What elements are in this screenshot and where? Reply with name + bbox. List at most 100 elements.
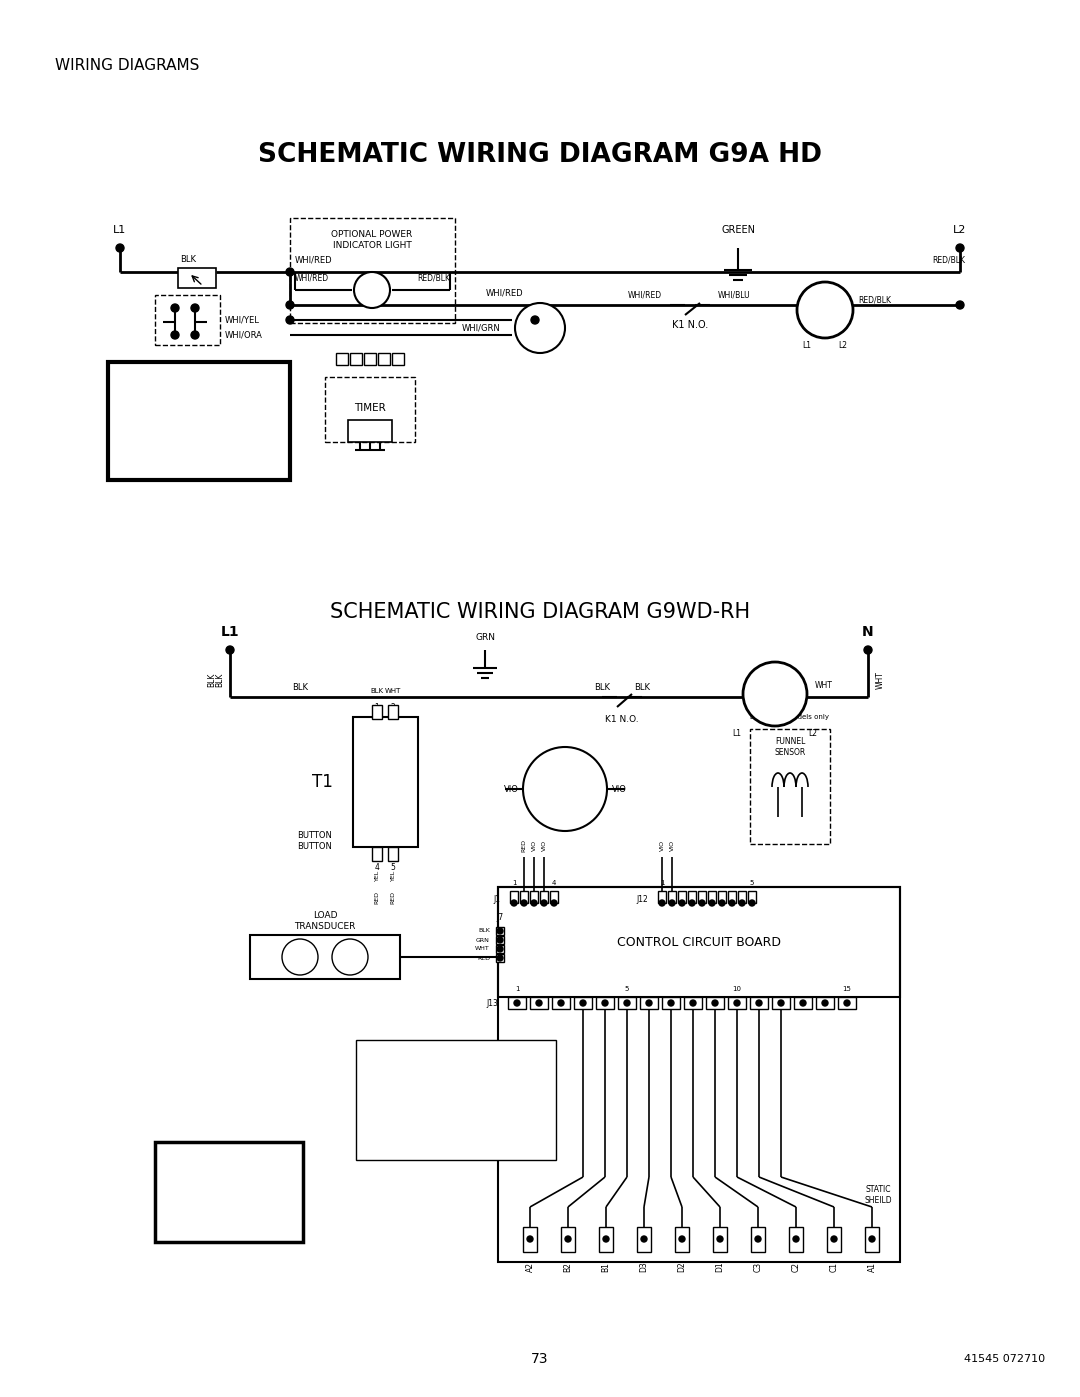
Text: WIRING DIAGRAMS: WIRING DIAGRAMS	[55, 57, 200, 73]
Bar	[496, 954, 504, 963]
Circle shape	[541, 900, 546, 907]
Text: WHI/RED: WHI/RED	[295, 256, 333, 264]
Text: T1: T1	[312, 773, 333, 791]
Circle shape	[624, 1000, 630, 1006]
Text: GREEN: GREEN	[721, 225, 755, 235]
Bar	[364, 353, 376, 365]
Bar	[372, 847, 382, 861]
Text: RED: RED	[522, 838, 527, 852]
Text: CONTROL CIRCUIT BOARD: CONTROL CIRCUIT BOARD	[617, 936, 781, 949]
Circle shape	[332, 939, 368, 975]
Circle shape	[603, 1236, 609, 1242]
Text: J12: J12	[636, 894, 648, 904]
Bar	[561, 1227, 575, 1252]
Text: A2: A2	[526, 1261, 535, 1273]
Circle shape	[514, 1000, 519, 1006]
Text: 1: 1	[660, 880, 664, 886]
Circle shape	[717, 1236, 723, 1242]
Text: B1    HIDDEN BUTTON "LEFT": B1 HIDDEN BUTTON "LEFT"	[361, 1070, 453, 1074]
Circle shape	[497, 956, 503, 961]
Circle shape	[679, 900, 685, 907]
Bar	[336, 353, 348, 365]
Bar	[498, 887, 900, 1261]
Circle shape	[497, 946, 503, 951]
Text: BrewWISE Models only: BrewWISE Models only	[751, 714, 829, 719]
Circle shape	[565, 1236, 571, 1242]
Bar	[794, 997, 812, 1009]
Bar	[498, 887, 900, 997]
Text: A1: A1	[867, 1261, 877, 1273]
Bar	[728, 997, 746, 1009]
Text: BLK: BLK	[594, 683, 610, 692]
Text: 2: 2	[353, 355, 359, 363]
Text: BLK: BLK	[634, 683, 650, 692]
Circle shape	[712, 1000, 718, 1006]
Circle shape	[729, 900, 735, 907]
Text: L1: L1	[220, 624, 240, 638]
Bar	[637, 1227, 651, 1252]
Bar	[684, 997, 702, 1009]
Text: LOAD
TRANSDUCER: LOAD TRANSDUCER	[295, 911, 355, 930]
Text: WHT: WHT	[815, 682, 833, 690]
Bar	[350, 353, 362, 365]
Text: RED/BLK: RED/BLK	[417, 274, 450, 282]
Bar	[392, 353, 404, 365]
Bar	[751, 1227, 765, 1252]
Bar	[728, 891, 735, 902]
Bar	[156, 295, 220, 345]
Text: BLK: BLK	[207, 673, 216, 687]
Text: VIO: VIO	[611, 785, 626, 793]
Bar	[156, 1141, 303, 1242]
Circle shape	[286, 300, 294, 309]
Bar	[519, 891, 528, 902]
Text: K1 N.O.: K1 N.O.	[605, 714, 638, 724]
Text: RED: RED	[375, 890, 379, 904]
Bar	[508, 997, 526, 1009]
Text: VIO: VIO	[503, 785, 518, 793]
Circle shape	[864, 645, 872, 654]
Text: LINE: LINE	[377, 747, 393, 757]
Text: A2    STOP: A2 STOP	[361, 1059, 393, 1063]
Circle shape	[551, 900, 557, 907]
Text: BLK: BLK	[292, 683, 308, 692]
Text: GRN: GRN	[475, 633, 495, 643]
Circle shape	[669, 900, 675, 907]
Text: D1    "DIGITAL" LEFT HIDDEN BUTTON: D1 "DIGITAL" LEFT HIDDEN BUTTON	[361, 1125, 481, 1130]
Text: K1 N.O.: K1 N.O.	[672, 320, 708, 330]
Circle shape	[191, 331, 199, 339]
Circle shape	[800, 1000, 806, 1006]
Bar	[675, 1227, 689, 1252]
Circle shape	[558, 1000, 564, 1006]
Bar	[669, 891, 676, 902]
Bar	[827, 1227, 841, 1252]
Bar	[838, 997, 856, 1009]
Circle shape	[521, 900, 527, 907]
Text: YEL: YEL	[375, 869, 379, 880]
Bar	[353, 717, 418, 847]
Text: D2: D2	[677, 1261, 687, 1273]
Circle shape	[527, 1236, 534, 1242]
Bar	[789, 1227, 804, 1252]
Circle shape	[171, 331, 179, 339]
Bar	[178, 268, 216, 288]
Text: VIO: VIO	[531, 840, 537, 851]
Circle shape	[689, 900, 696, 907]
Bar	[523, 1227, 537, 1252]
Text: WHT: WHT	[876, 671, 885, 689]
Text: M: M	[764, 685, 786, 704]
Bar	[573, 997, 592, 1009]
Text: GRN: GRN	[476, 937, 490, 943]
Bar	[552, 997, 570, 1009]
Text: RED/BLK: RED/BLK	[932, 256, 966, 264]
Circle shape	[843, 1000, 850, 1006]
Bar	[738, 891, 746, 902]
Circle shape	[511, 900, 517, 907]
Text: WHT: WHT	[475, 947, 490, 951]
Text: 5: 5	[625, 986, 630, 992]
Circle shape	[719, 900, 725, 907]
Circle shape	[659, 900, 665, 907]
Circle shape	[956, 300, 964, 309]
Text: VIO: VIO	[541, 840, 546, 851]
Bar	[708, 891, 716, 902]
Circle shape	[708, 900, 715, 907]
